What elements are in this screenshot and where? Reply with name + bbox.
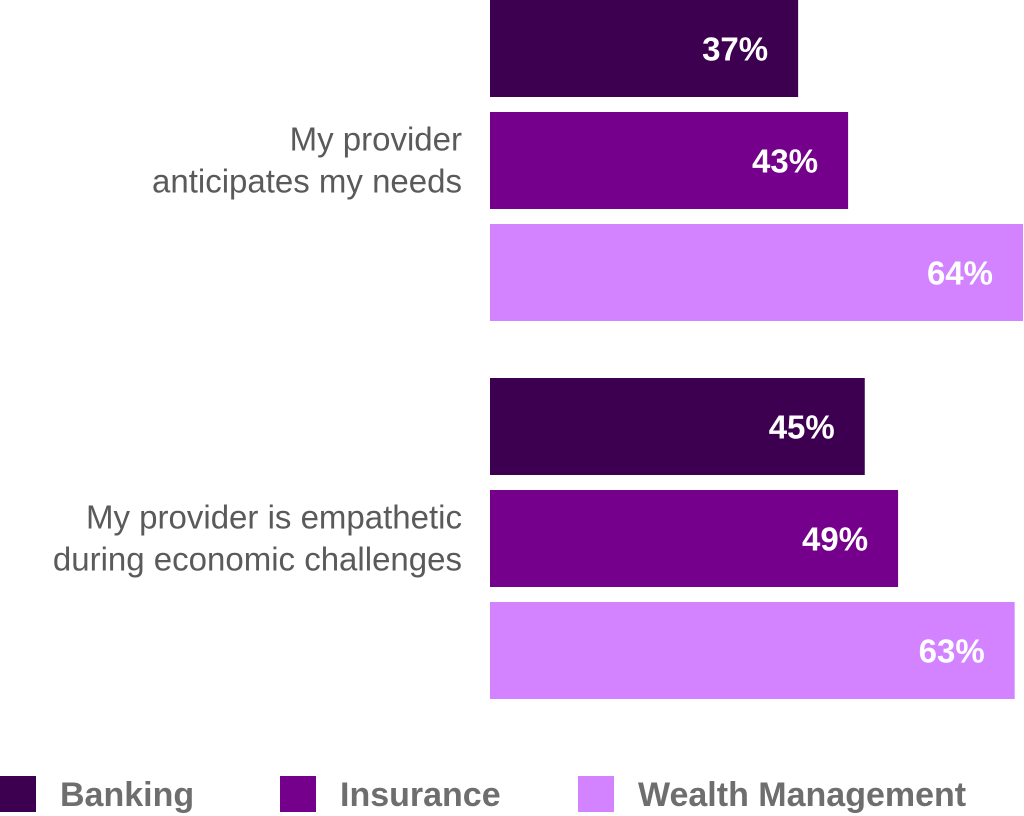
- legend-label: Wealth Management: [638, 776, 966, 814]
- bar: [490, 378, 865, 475]
- legend-swatch: [280, 776, 316, 812]
- legend-swatch: [0, 776, 36, 812]
- category-label-line: anticipates my needs: [152, 163, 462, 200]
- bar: [490, 112, 849, 209]
- bar: [490, 0, 799, 97]
- category-label-line: My provider is empathetic: [86, 499, 462, 536]
- data-label: 45%: [769, 409, 835, 446]
- category-label-line: My provider: [290, 121, 462, 158]
- data-label: 49%: [802, 521, 868, 558]
- category-label-line: during economic challenges: [53, 541, 462, 578]
- bar: [490, 490, 899, 587]
- data-label: 37%: [702, 31, 768, 68]
- bar: [490, 224, 1023, 321]
- legend-label: Insurance: [340, 776, 501, 814]
- data-label: 63%: [919, 633, 985, 670]
- category-label: My provider is empathetic during economic…: [53, 499, 462, 578]
- data-label: 64%: [927, 255, 993, 292]
- category-label: My provider anticipates my needs: [152, 121, 462, 200]
- legend-swatch: [578, 776, 614, 812]
- legend-label: Banking: [60, 776, 194, 814]
- data-label: 43%: [752, 143, 818, 180]
- bar: [490, 602, 1015, 699]
